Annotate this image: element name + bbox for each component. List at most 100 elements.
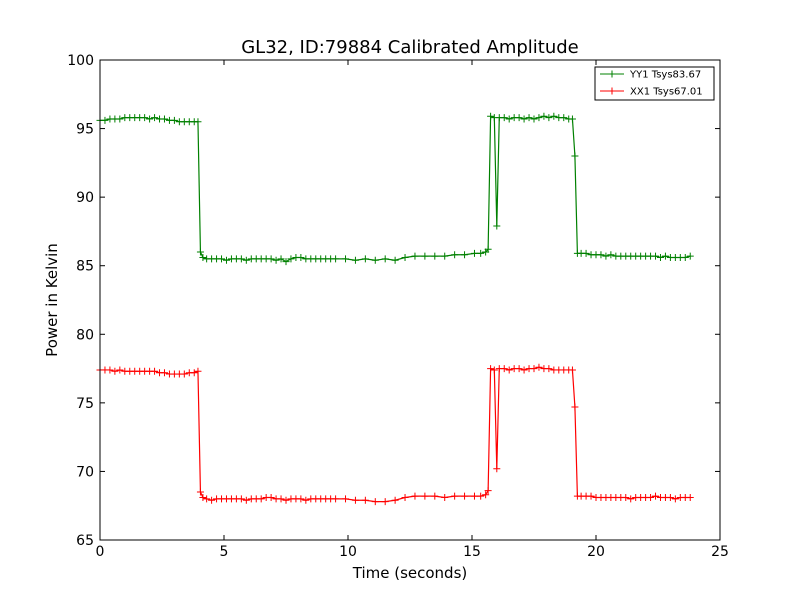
legend-label-yy1: YY1 Tsys83.67 (629, 70, 701, 81)
data-point (525, 114, 533, 122)
x-tick-label: 15 (463, 544, 481, 560)
data-point (257, 495, 265, 503)
data-point (282, 258, 290, 266)
data-point (203, 495, 211, 503)
data-point (477, 249, 485, 257)
data-point (342, 495, 350, 503)
data-point (441, 493, 449, 501)
y-axis-label: Power in Kelvin (43, 243, 61, 357)
data-point (277, 255, 285, 263)
x-tick-labels: 0 5 10 15 20 25 (96, 544, 729, 560)
data-point (661, 252, 669, 260)
data-point (602, 252, 610, 260)
data-point (681, 253, 689, 261)
legend-label-xx1: XX1 Tsys67.01 (630, 87, 703, 98)
y-tick-label: 90 (76, 190, 94, 206)
data-point (199, 493, 207, 501)
data-point (530, 365, 538, 373)
data-point (470, 249, 478, 257)
data-point (560, 114, 568, 122)
series-yy1 (96, 112, 694, 266)
data-point (272, 256, 280, 264)
x-axis-label: Time (seconds) (352, 564, 468, 582)
data-point (652, 252, 660, 260)
data-point (141, 114, 149, 122)
data-point (520, 115, 528, 123)
data-point (461, 492, 469, 500)
data-point (267, 255, 275, 263)
data-point (277, 495, 285, 503)
data-point (242, 256, 250, 264)
data-point (282, 496, 290, 504)
data-point (540, 112, 548, 120)
data-point (151, 367, 159, 375)
data-point (222, 256, 230, 264)
data-point (190, 369, 198, 377)
data-point (493, 465, 501, 473)
data-point (351, 496, 359, 504)
data-point (342, 255, 350, 263)
data-point (381, 498, 389, 506)
data-point (493, 222, 501, 230)
x-tick-label: 20 (587, 544, 605, 560)
data-point (180, 370, 188, 378)
data-point (441, 252, 449, 260)
data-point (647, 493, 655, 501)
data-point (607, 251, 615, 259)
data-point (237, 495, 245, 503)
data-point (160, 115, 168, 123)
data-point (101, 116, 109, 124)
data-point (535, 114, 543, 122)
data-point (451, 492, 459, 500)
y-tick-label: 65 (76, 533, 94, 549)
y-tick-label: 85 (76, 259, 94, 275)
data-point (571, 403, 579, 411)
data-point (487, 365, 495, 373)
data-point (332, 495, 340, 503)
data-point (568, 366, 576, 374)
y-tick-label: 75 (76, 396, 94, 412)
data-point (587, 492, 595, 500)
chart-title: GL32, ID:79884 Calibrated Amplitude (241, 37, 579, 58)
data-point (550, 112, 558, 120)
data-point (196, 248, 204, 256)
data-point (686, 493, 694, 501)
data-point (111, 367, 119, 375)
data-point (332, 255, 340, 263)
data-point (515, 365, 523, 373)
data-point (582, 249, 590, 257)
data-point (505, 366, 513, 374)
data-point (297, 253, 305, 261)
data-point (627, 495, 635, 503)
data-point (451, 251, 459, 259)
data-point (421, 252, 429, 260)
data-point (170, 116, 178, 124)
data-point (199, 253, 207, 261)
data-point (686, 252, 694, 260)
y-tick-label: 70 (76, 464, 94, 480)
data-point (116, 115, 124, 123)
data-point (391, 496, 399, 504)
data-point (482, 491, 490, 499)
data-point (381, 255, 389, 263)
data-point (666, 493, 674, 501)
data-point (361, 255, 369, 263)
x-tick-label: 10 (339, 544, 357, 560)
data-point (571, 152, 579, 160)
data-point (146, 115, 154, 123)
data-point (411, 252, 419, 260)
data-point (361, 496, 369, 504)
data-point (371, 498, 379, 506)
data-point (622, 493, 630, 501)
data-point (237, 255, 245, 263)
data-point (515, 114, 523, 122)
y-tick-label: 95 (76, 122, 94, 138)
data-point (160, 369, 168, 377)
data-point (208, 496, 216, 504)
data-point (297, 495, 305, 503)
data-point (652, 492, 660, 500)
x-tick-label: 0 (96, 544, 105, 560)
data-point (151, 114, 159, 122)
data-point (545, 365, 553, 373)
